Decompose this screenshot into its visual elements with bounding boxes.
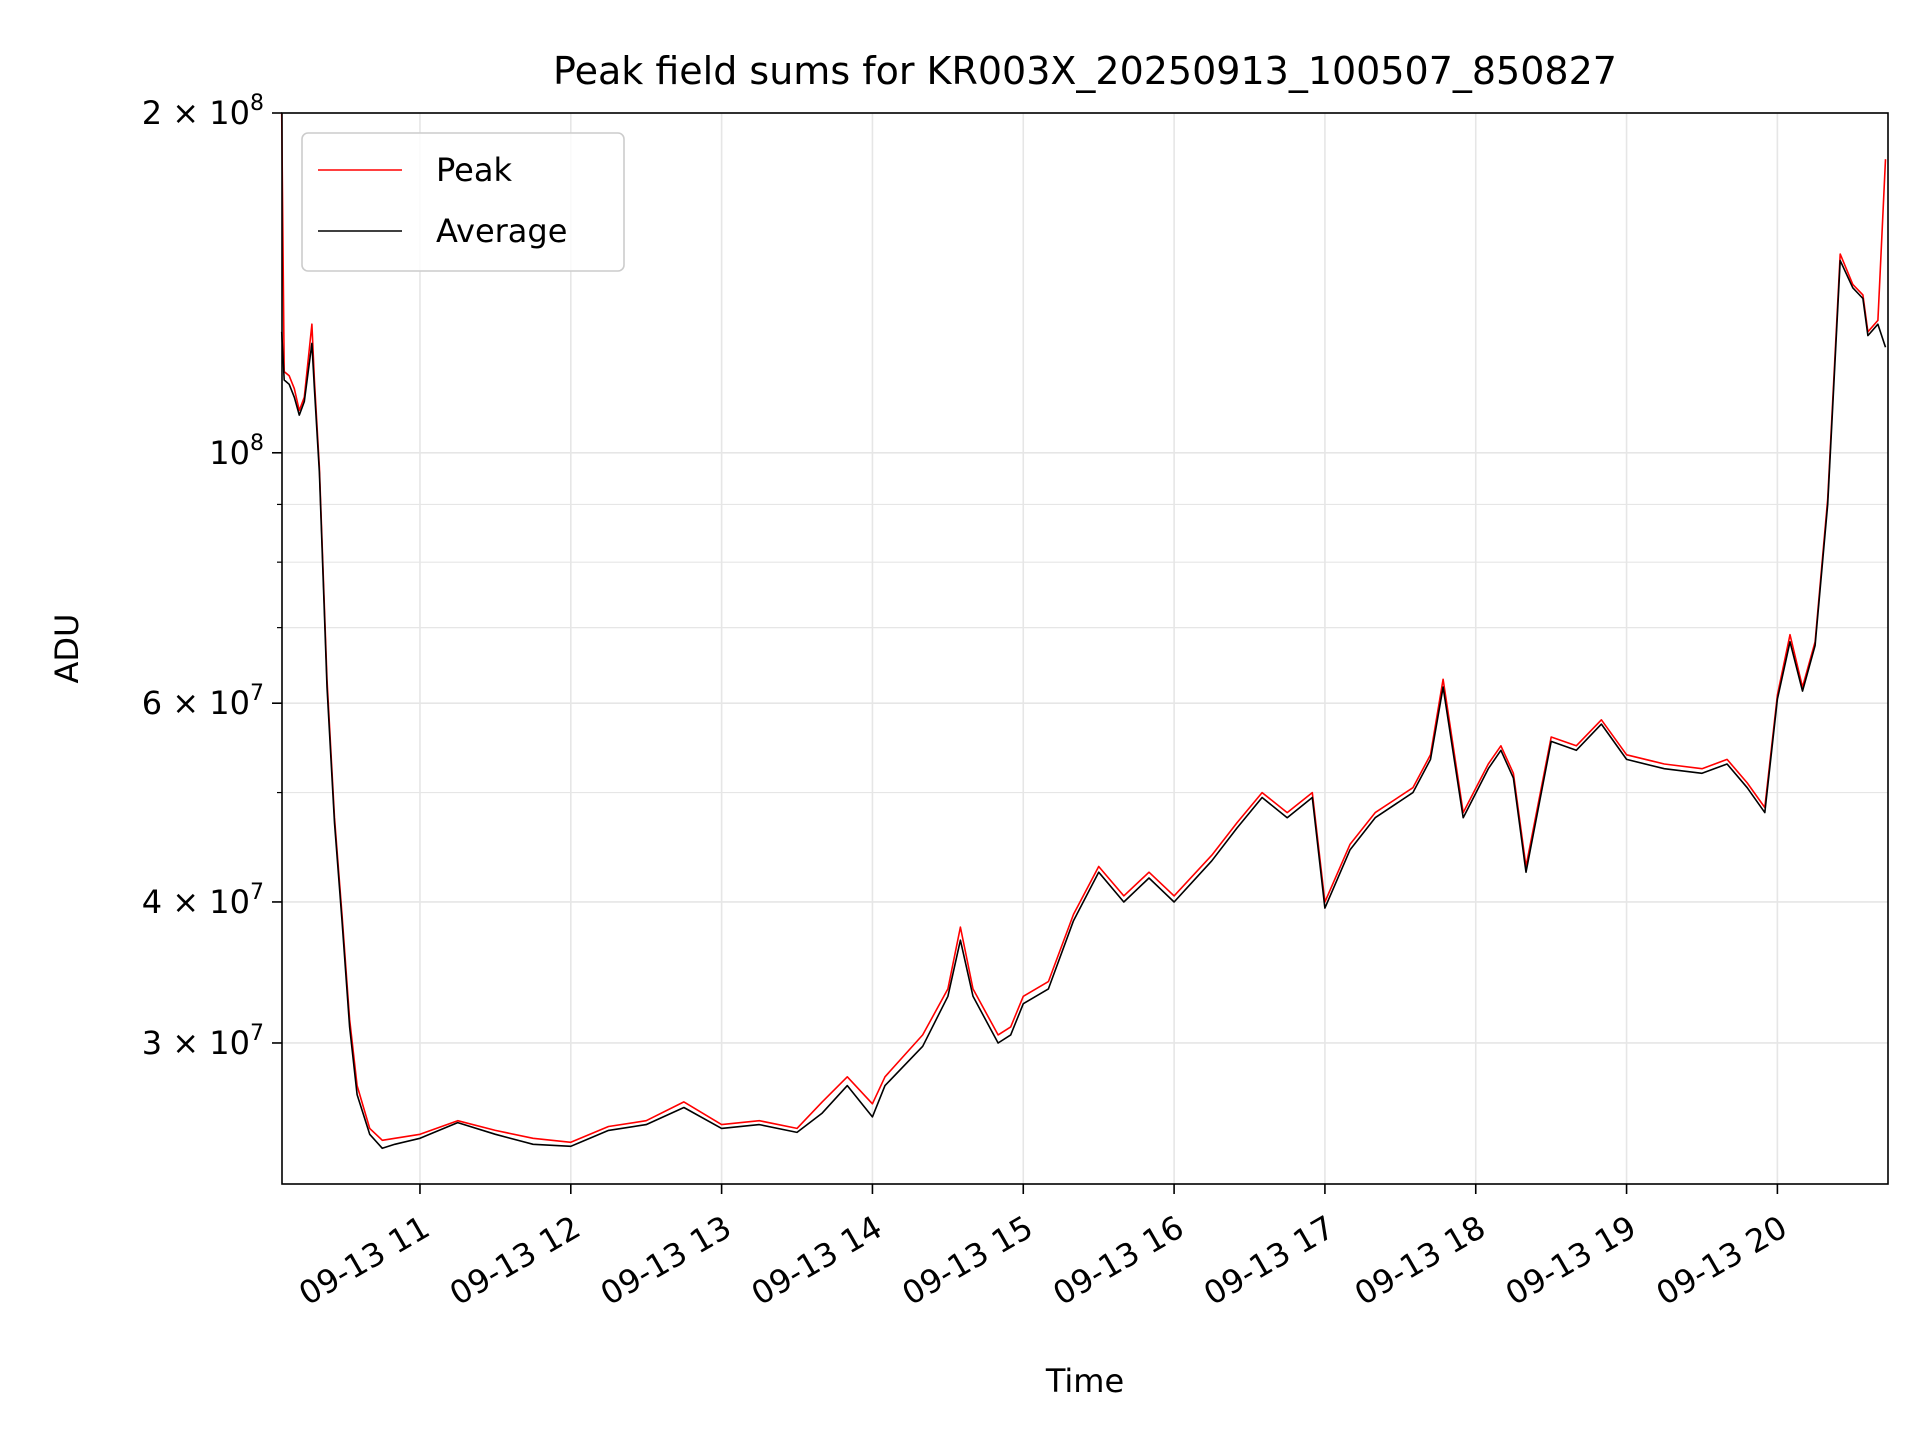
plot-frame bbox=[281, 112, 1889, 1185]
y-tick-label: 6 × 107 bbox=[142, 681, 264, 722]
x-axis-label: Time bbox=[1045, 1362, 1124, 1400]
legend-label-average: Average bbox=[436, 212, 567, 250]
y-tick-label: 3 × 107 bbox=[142, 1021, 264, 1062]
series-line-average bbox=[280, 259, 1887, 1150]
legend: Peak Average bbox=[301, 132, 625, 272]
series-lines bbox=[280, 112, 1887, 1150]
legend-box bbox=[301, 132, 625, 272]
y-tick-label: 108 bbox=[209, 431, 264, 472]
y-tick-label: 2 × 108 bbox=[142, 91, 264, 132]
chart-title: Peak field sums for KR003X_20250913_1005… bbox=[553, 49, 1617, 93]
y-axis-label: ADU bbox=[48, 614, 86, 684]
series-line-peak bbox=[280, 112, 1887, 1144]
y-tick-label: 4 × 107 bbox=[142, 880, 264, 921]
legend-label-peak: Peak bbox=[436, 151, 512, 189]
